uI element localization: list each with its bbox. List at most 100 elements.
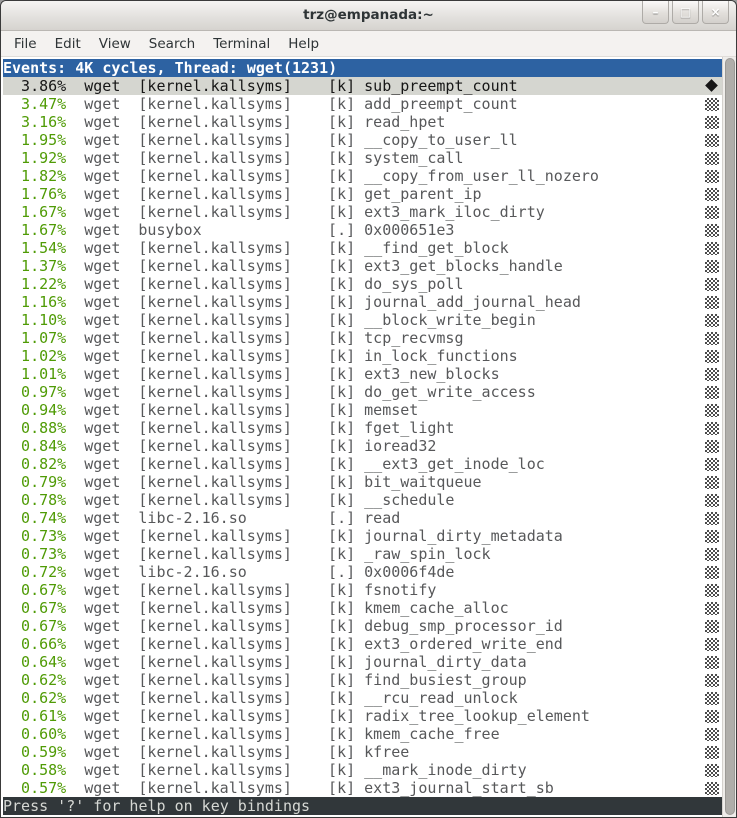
perf-row[interactable]: 1.16% wget [kernel.kallsyms] [k] journal…	[3, 293, 722, 311]
scroll-position-marker	[705, 781, 719, 795]
row-symbol: read	[364, 509, 401, 527]
menu-item-view[interactable]: View	[98, 35, 131, 52]
menu-item-file[interactable]: File	[14, 35, 37, 52]
perf-row[interactable]: 1.92% wget [kernel.kallsyms] [k] system_…	[3, 149, 722, 167]
row-shared-object: [kernel.kallsyms]	[138, 599, 292, 617]
row-shared-object: [kernel.kallsyms]	[138, 689, 292, 707]
row-symbol: memset	[364, 401, 419, 419]
perf-row[interactable]: 1.37% wget [kernel.kallsyms] [k] ext3_ge…	[3, 257, 722, 275]
perf-row[interactable]: 0.62% wget [kernel.kallsyms] [k] find_bu…	[3, 671, 722, 689]
row-symbol-type: [k]	[328, 113, 356, 131]
row-command: wget	[84, 725, 121, 743]
perf-row[interactable]: 0.66% wget [kernel.kallsyms] [k] ext3_or…	[3, 635, 722, 653]
perf-row[interactable]: 0.62% wget [kernel.kallsyms] [k] __rcu_r…	[3, 689, 722, 707]
perf-row[interactable]: 0.60% wget [kernel.kallsyms] [k] kmem_ca…	[3, 725, 722, 743]
scroll-position-marker	[705, 259, 719, 273]
row-symbol-type: [k]	[328, 707, 356, 725]
row-shared-object: [kernel.kallsyms]	[138, 329, 292, 347]
perf-row[interactable]: 0.94% wget [kernel.kallsyms] [k] memset	[3, 401, 722, 419]
row-symbol-type: [k]	[328, 617, 356, 635]
scroll-position-marker	[705, 565, 719, 579]
menu-item-help[interactable]: Help	[288, 35, 320, 52]
perf-row[interactable]: 1.22% wget [kernel.kallsyms] [k] do_sys_…	[3, 275, 722, 293]
row-symbol-type: [k]	[328, 77, 356, 95]
menu-item-search[interactable]: Search	[148, 35, 196, 52]
menu-bar: File Edit View Search Terminal Help	[1, 31, 736, 57]
perf-row[interactable]: 0.67% wget [kernel.kallsyms] [k] debug_s…	[3, 617, 722, 635]
scroll-position-marker	[705, 151, 719, 165]
perf-row[interactable]: 1.01% wget [kernel.kallsyms] [k] ext3_ne…	[3, 365, 722, 383]
close-button[interactable]: ×	[702, 1, 729, 24]
perf-row[interactable]: 0.78% wget [kernel.kallsyms] [k] __sched…	[3, 491, 722, 509]
perf-events-header: Events: 4K cycles, Thread: wget(1231)	[3, 59, 722, 77]
maximize-button[interactable]: □	[672, 1, 699, 24]
row-symbol: ext3_ordered_write_end	[364, 635, 563, 653]
row-command: wget	[84, 293, 121, 311]
perf-row[interactable]: 0.67% wget [kernel.kallsyms] [k] fsnotif…	[3, 581, 722, 599]
perf-row[interactable]: 0.74% wget libc-2.16.so [.] read	[3, 509, 722, 527]
row-shared-object: [kernel.kallsyms]	[138, 401, 292, 419]
row-command: wget	[84, 329, 121, 347]
perf-row[interactable]: 0.97% wget [kernel.kallsyms] [k] do_get_…	[3, 383, 722, 401]
row-symbol: 0x000651e3	[364, 221, 455, 239]
scroll-position-marker	[705, 439, 719, 453]
row-symbol-type: [k]	[328, 401, 356, 419]
perf-row[interactable]: 0.72% wget libc-2.16.so [.] 0x0006f4de	[3, 563, 722, 581]
perf-row[interactable]: 0.59% wget [kernel.kallsyms] [k] kfree	[3, 743, 722, 761]
perf-row[interactable]: 1.02% wget [kernel.kallsyms] [k] in_lock…	[3, 347, 722, 365]
perf-row[interactable]: 1.67% wget busybox [.] 0x000651e3	[3, 221, 722, 239]
row-overhead: 1.67%	[21, 203, 67, 221]
row-overhead: 0.67%	[21, 581, 67, 599]
perf-row[interactable]: 0.73% wget [kernel.kallsyms] [k] _raw_sp…	[3, 545, 722, 563]
scroll-position-marker	[705, 385, 719, 399]
row-shared-object: [kernel.kallsyms]	[138, 95, 292, 113]
perf-row[interactable]: 1.82% wget [kernel.kallsyms] [k] __copy_…	[3, 167, 722, 185]
perf-row[interactable]: 1.07% wget [kernel.kallsyms] [k] tcp_rec…	[3, 329, 722, 347]
menu-item-terminal[interactable]: Terminal	[213, 35, 271, 52]
row-shared-object: [kernel.kallsyms]	[138, 113, 292, 131]
perf-row[interactable]: 3.86% wget [kernel.kallsyms] [k] sub_pre…	[3, 77, 722, 95]
row-command: wget	[84, 491, 121, 509]
minimize-button[interactable]: –	[642, 1, 669, 24]
perf-row[interactable]: 0.67% wget [kernel.kallsyms] [k] kmem_ca…	[3, 599, 722, 617]
menu-item-edit[interactable]: Edit	[54, 35, 81, 52]
row-shared-object: [kernel.kallsyms]	[138, 239, 292, 257]
scroll-position-marker	[705, 601, 719, 615]
perf-row[interactable]: 0.58% wget [kernel.kallsyms] [k] __mark_…	[3, 761, 722, 779]
row-command: wget	[84, 779, 121, 797]
perf-row[interactable]: 1.54% wget [kernel.kallsyms] [k] __find_…	[3, 239, 722, 257]
perf-row[interactable]: 0.88% wget [kernel.kallsyms] [k] fget_li…	[3, 419, 722, 437]
row-symbol: ext3_mark_iloc_dirty	[364, 203, 545, 221]
row-overhead: 0.88%	[21, 419, 67, 437]
row-symbol: do_get_write_access	[364, 383, 536, 401]
perf-row[interactable]: 0.79% wget [kernel.kallsyms] [k] bit_wai…	[3, 473, 722, 491]
perf-row[interactable]: 1.76% wget [kernel.kallsyms] [k] get_par…	[3, 185, 722, 203]
row-command: wget	[84, 401, 121, 419]
scrollbar-thumb[interactable]	[725, 58, 735, 815]
perf-row[interactable]: 0.73% wget [kernel.kallsyms] [k] journal…	[3, 527, 722, 545]
perf-row[interactable]: 1.95% wget [kernel.kallsyms] [k] __copy_…	[3, 131, 722, 149]
row-shared-object: [kernel.kallsyms]	[138, 725, 292, 743]
row-command: wget	[84, 527, 121, 545]
scrollbar[interactable]	[722, 57, 736, 817]
row-symbol-type: [k]	[328, 131, 356, 149]
row-overhead: 1.02%	[21, 347, 67, 365]
perf-row[interactable]: 3.16% wget [kernel.kallsyms] [k] read_hp…	[3, 113, 722, 131]
perf-row[interactable]: 0.82% wget [kernel.kallsyms] [k] __ext3_…	[3, 455, 722, 473]
perf-row[interactable]: 3.47% wget [kernel.kallsyms] [k] add_pre…	[3, 95, 722, 113]
titlebar[interactable]: trz@empanada:~ – □ ×	[1, 1, 736, 31]
row-symbol-type: [k]	[328, 149, 356, 167]
row-overhead: 1.37%	[21, 257, 67, 275]
row-shared-object: [kernel.kallsyms]	[138, 653, 292, 671]
perf-row[interactable]: 0.84% wget [kernel.kallsyms] [k] ioread3…	[3, 437, 722, 455]
perf-row[interactable]: 1.10% wget [kernel.kallsyms] [k] __block…	[3, 311, 722, 329]
perf-row[interactable]: 1.67% wget [kernel.kallsyms] [k] ext3_ma…	[3, 203, 722, 221]
row-symbol-type: [k]	[328, 545, 356, 563]
row-symbol: __block_write_begin	[364, 311, 536, 329]
scroll-position-marker	[705, 475, 719, 489]
perf-row[interactable]: 0.64% wget [kernel.kallsyms] [k] journal…	[3, 653, 722, 671]
perf-row[interactable]: 0.61% wget [kernel.kallsyms] [k] radix_t…	[3, 707, 722, 725]
row-command: wget	[84, 419, 121, 437]
perf-row[interactable]: 0.57% wget [kernel.kallsyms] [k] ext3_jo…	[3, 779, 722, 797]
terminal-content[interactable]: Events: 4K cycles, Thread: wget(1231) 3.…	[1, 57, 736, 817]
